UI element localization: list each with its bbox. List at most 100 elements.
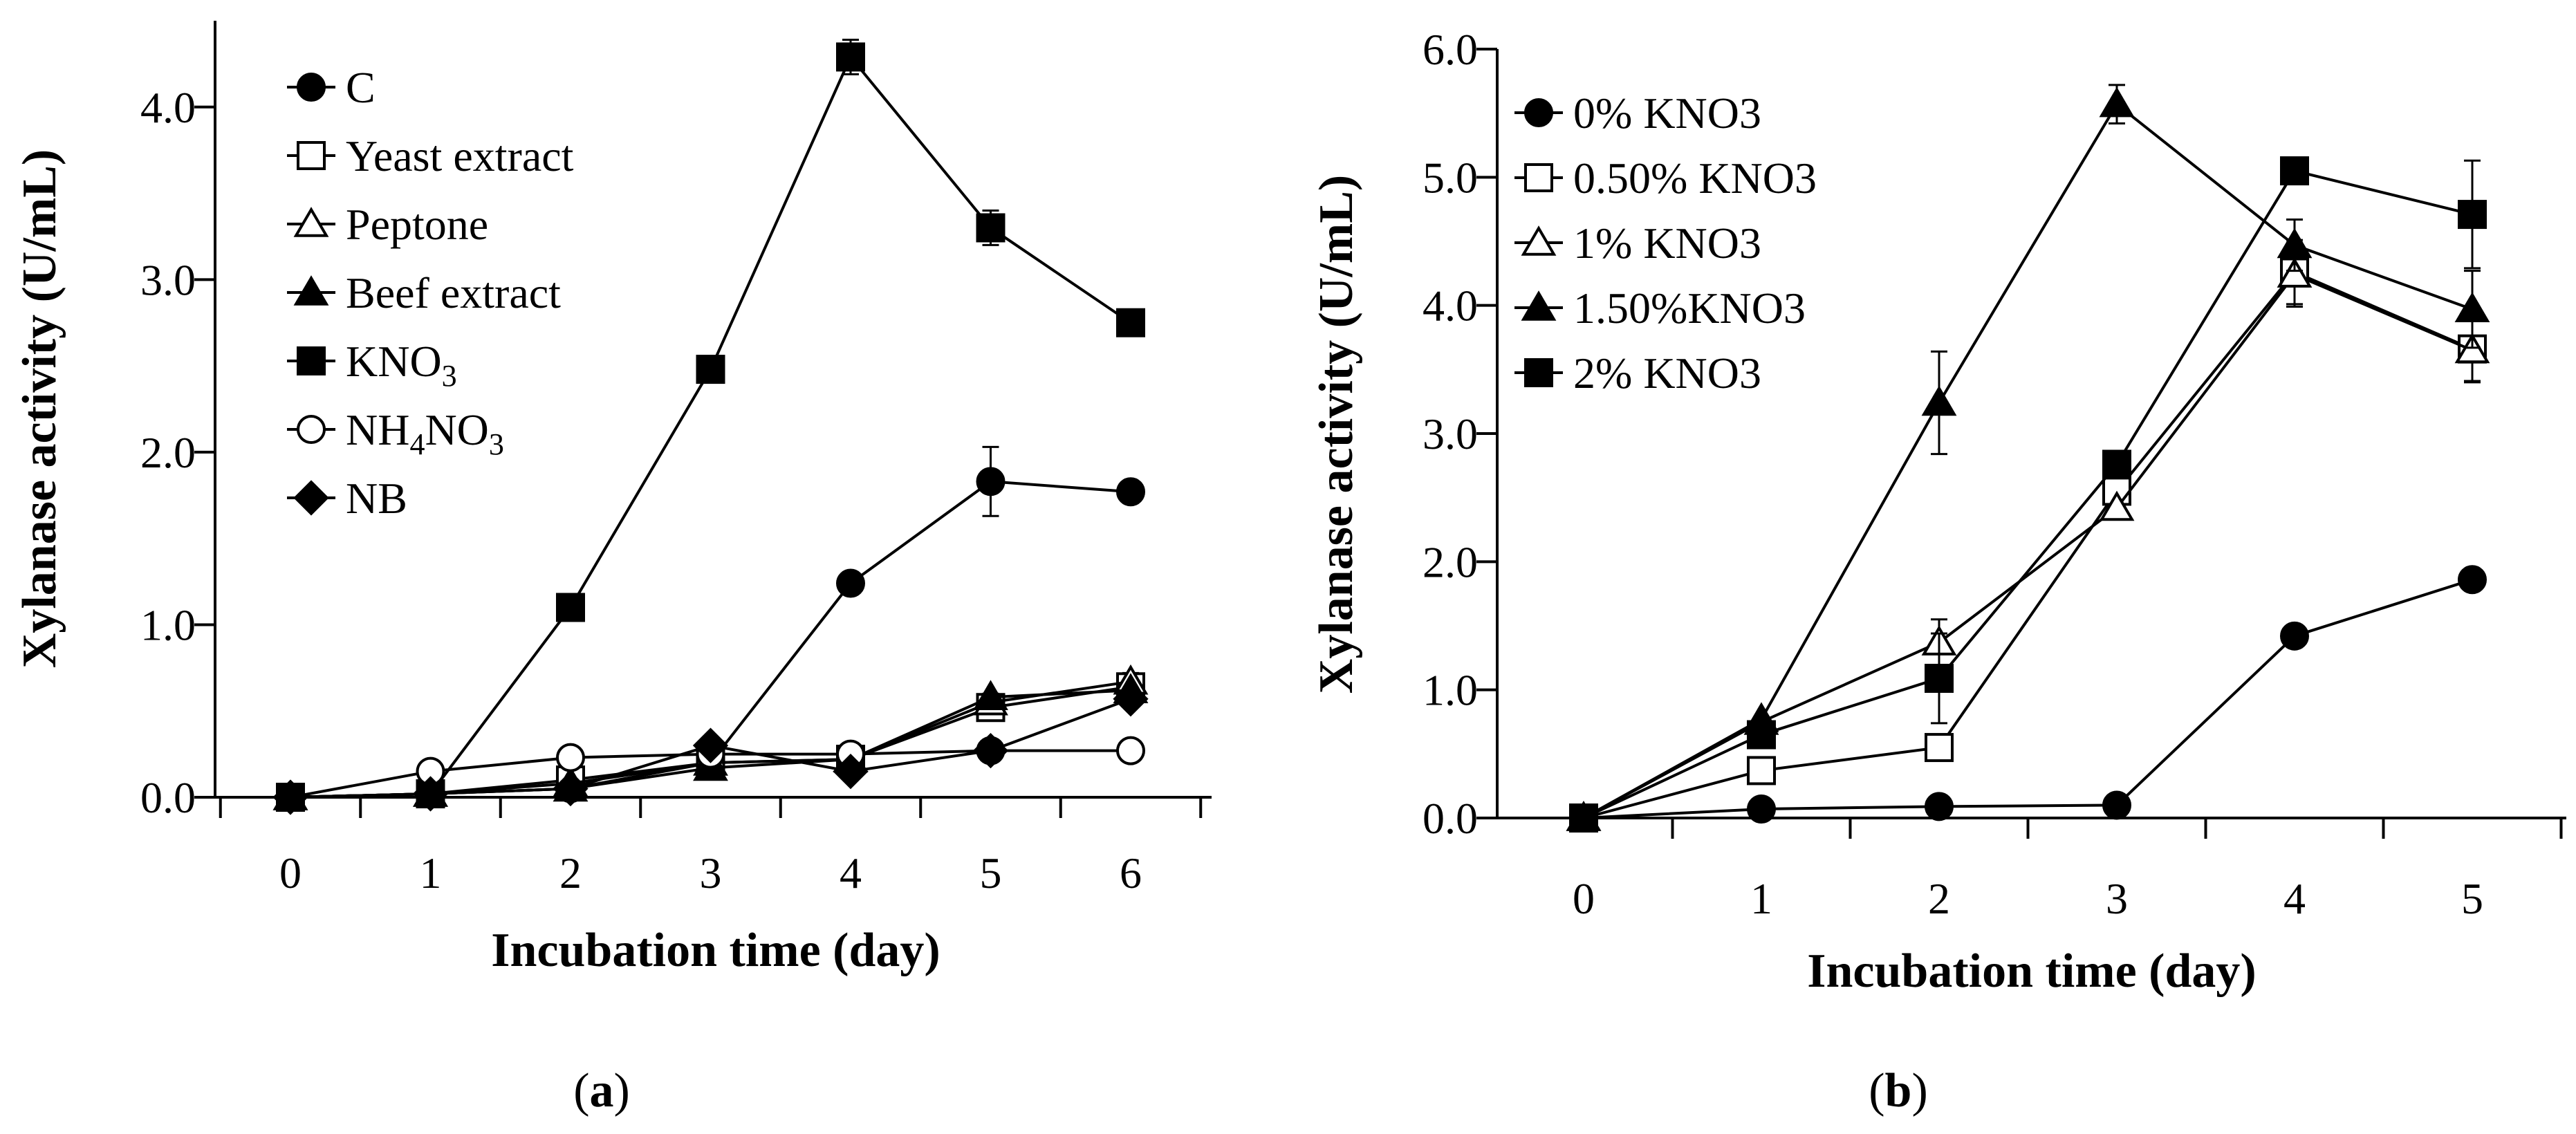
series-line <box>1583 169 2473 819</box>
legend-item: 1% KNO3 <box>1514 219 1761 268</box>
panel-label-open: ( <box>1869 1064 1884 1117</box>
legend-label: Yeast extract <box>346 131 574 180</box>
legend-marker <box>1524 358 1553 387</box>
data-point <box>972 732 1009 769</box>
data-point <box>2102 449 2131 479</box>
data-point <box>1113 681 1149 717</box>
legend-marker <box>293 275 329 306</box>
series-4 <box>1569 156 2487 833</box>
y-tick-label: 2.0 <box>1423 537 1478 586</box>
data-point <box>1925 733 1954 763</box>
data-point <box>976 467 1006 496</box>
legend-label: NH4NO3 <box>346 405 504 461</box>
legend-item: NB <box>287 474 407 523</box>
x-tick-label: 5 <box>980 848 1002 898</box>
legend-label: Beef extract <box>346 268 561 317</box>
data-point <box>1747 756 1776 786</box>
x-tick-label: 4 <box>840 848 862 898</box>
y-axis-label: Xylanase activity (U/mL) <box>13 149 66 668</box>
y-tick-label: 4.0 <box>1423 281 1478 331</box>
data-point <box>1116 736 1145 765</box>
series-line <box>1583 270 2473 819</box>
x-tick-label: 0 <box>1573 874 1595 923</box>
y-axis-label: Xylanase activity (U/mL) <box>1310 175 1363 694</box>
legend-label-subscript: 4 <box>409 427 425 461</box>
y-tick-label: 6.0 <box>1423 25 1478 74</box>
legend-item: 1.50%KNO3 <box>1514 284 1806 333</box>
data-point <box>836 568 865 598</box>
y-tick-label: 1.0 <box>140 600 196 649</box>
y-tick-label: 4.0 <box>140 83 196 132</box>
legend-marker <box>297 73 326 102</box>
legend-label: 1.50%KNO3 <box>1573 284 1806 333</box>
data-point <box>1925 663 1954 693</box>
x-tick-label: 2 <box>1928 874 1950 923</box>
legend-marker <box>1524 163 1553 192</box>
x-tick-label: 5 <box>2461 874 2483 923</box>
data-point <box>1116 477 1145 507</box>
data-point <box>976 213 1006 243</box>
x-tick-label: 2 <box>559 848 582 898</box>
legend-label: Peptone <box>346 200 488 249</box>
y-tick-label: 3.0 <box>1423 409 1478 458</box>
panel-label-close: ) <box>614 1064 630 1117</box>
legend-item: C <box>287 63 376 112</box>
legend-label-subscript: 3 <box>442 359 457 393</box>
legend-item: Yeast extract <box>287 131 574 180</box>
series-line <box>1583 102 2473 819</box>
legend-label-part: KNO <box>346 337 442 386</box>
y-tick-label: 1.0 <box>1423 666 1478 715</box>
legend-label-part: NH <box>346 405 409 454</box>
series-line <box>1583 578 2473 819</box>
data-point <box>2458 200 2487 230</box>
y-tick-label: 2.0 <box>140 428 196 477</box>
data-point <box>1921 385 1957 416</box>
legend-marker <box>297 141 326 170</box>
data-point <box>556 743 585 772</box>
data-point <box>2277 257 2313 288</box>
data-point <box>2280 156 2309 186</box>
x-tick-label: 4 <box>2283 874 2306 923</box>
legend-label: 0.50% KNO3 <box>1573 154 1817 203</box>
panel-label: (a) <box>573 1064 630 1117</box>
data-point <box>836 42 865 72</box>
y-tick-label: 0.0 <box>1423 794 1478 843</box>
data-point <box>1747 794 1776 824</box>
legend-item: Peptone <box>287 200 488 249</box>
data-point <box>1925 792 1954 821</box>
data-point <box>2102 790 2131 820</box>
data-point <box>1747 720 1776 750</box>
x-tick-label: 3 <box>700 848 722 898</box>
legend-marker <box>297 415 326 444</box>
legend-item: NH4NO3 <box>287 405 504 461</box>
panel-label-open: ( <box>573 1064 589 1117</box>
data-point <box>2458 565 2487 595</box>
x-tick-label: 3 <box>2106 874 2128 923</box>
data-point <box>2454 292 2490 322</box>
x-tick-label: 1 <box>1750 874 1772 923</box>
legend-label-part: NO <box>425 405 488 454</box>
y-tick-label: 3.0 <box>140 255 196 304</box>
data-point <box>2277 227 2313 259</box>
x-tick-label: 6 <box>1120 848 1142 898</box>
data-point <box>2454 333 2490 364</box>
legend-label: KNO3 <box>346 337 457 393</box>
data-point <box>556 593 585 622</box>
data-point <box>696 355 725 384</box>
legend-marker <box>1521 290 1557 321</box>
data-point <box>833 753 869 790</box>
series-6 <box>272 681 1149 815</box>
panel-label-letter: a <box>590 1064 614 1117</box>
series-line <box>1583 272 2473 819</box>
legend-label: C <box>346 63 376 112</box>
legend-label-subscript: 3 <box>489 427 504 461</box>
x-tick-label: 1 <box>420 848 442 898</box>
y-tick-label: 5.0 <box>1423 153 1478 202</box>
data-point <box>2099 490 2135 521</box>
panel-label-close: ) <box>1911 1064 1927 1117</box>
legend-label: 2% KNO3 <box>1573 348 1761 398</box>
